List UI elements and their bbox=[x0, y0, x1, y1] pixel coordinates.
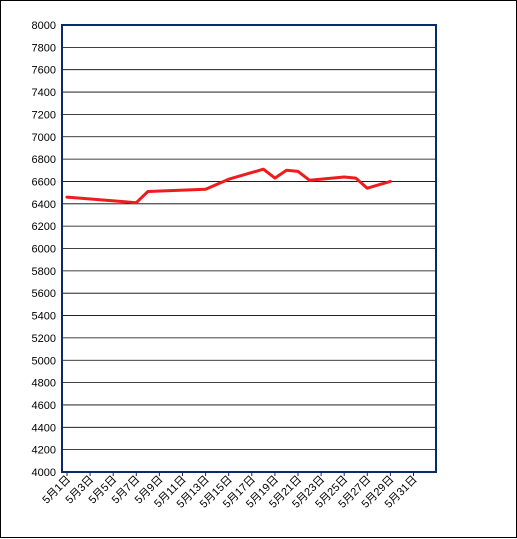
y-tick-label: 4800 bbox=[32, 378, 56, 390]
y-tick-label: 6000 bbox=[32, 244, 56, 256]
y-axis-tick-labels: 4000 4200 4400 4600 4800 5000 5200 5400 5600 5800… bbox=[32, 20, 56, 479]
y-tick-label: 4000 bbox=[32, 467, 56, 479]
y-tick-label: 7000 bbox=[32, 132, 56, 144]
series-layer bbox=[65, 167, 392, 205]
y-tick-label: 6200 bbox=[32, 221, 56, 233]
y-tick-label: 7800 bbox=[32, 42, 56, 54]
y-tick-label: 4600 bbox=[32, 400, 56, 412]
y-tick-label: 7400 bbox=[32, 87, 56, 99]
y-tick-label: 4200 bbox=[32, 445, 56, 457]
series-line-0 bbox=[65, 167, 392, 205]
y-tick-label: 4400 bbox=[32, 422, 56, 434]
y-tick-label: 5800 bbox=[32, 266, 56, 278]
y-tick-label: 7200 bbox=[32, 109, 56, 121]
y-tick-label: 5000 bbox=[32, 355, 56, 367]
y-tick-label: 5400 bbox=[32, 311, 56, 323]
y-tick-label: 5200 bbox=[32, 333, 56, 345]
y-tick-label: 6400 bbox=[32, 199, 56, 211]
y-tick-label: 8000 bbox=[32, 20, 56, 32]
y-tick-label: 5600 bbox=[32, 288, 56, 300]
y-tick-label: 7600 bbox=[32, 65, 56, 77]
y-tick-label: 6600 bbox=[32, 176, 56, 188]
plot-border bbox=[61, 24, 437, 473]
y-tick-label: 6800 bbox=[32, 154, 56, 166]
gridlines bbox=[62, 46, 436, 451]
x-axis-tick-labels: 5月1日5月3日5月5日5月7日5月9日5月11日5月13日5月15日5月17日… bbox=[40, 472, 420, 511]
